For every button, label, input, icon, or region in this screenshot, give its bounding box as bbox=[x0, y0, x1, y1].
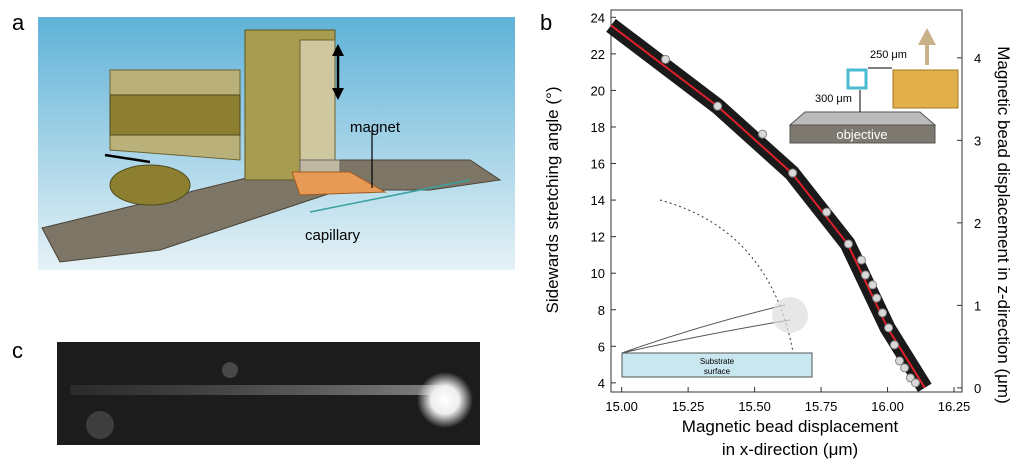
force-arrow bbox=[918, 28, 936, 65]
annotation: 300 μm bbox=[815, 93, 852, 105]
data-point bbox=[759, 130, 767, 138]
data-point bbox=[869, 281, 877, 289]
data-point bbox=[714, 102, 722, 110]
y-tick-label: 4 bbox=[598, 376, 605, 391]
micrograph-feature bbox=[222, 362, 238, 378]
annotation: 250 μm bbox=[870, 49, 907, 61]
x-axis-title: Magnetic bead displacement bbox=[682, 417, 899, 436]
annotation: magnet bbox=[350, 119, 401, 136]
page: a magnet capillary c b 15.00 15.25 15.50 15… bbox=[0, 0, 1015, 472]
data-point bbox=[844, 240, 852, 248]
objective-shape bbox=[790, 112, 935, 125]
data-point bbox=[857, 256, 865, 264]
y-tick-label: 22 bbox=[591, 47, 605, 62]
data-point bbox=[901, 364, 909, 372]
data-point bbox=[890, 341, 898, 349]
y-tick-label: 8 bbox=[598, 303, 605, 318]
bead bbox=[772, 297, 808, 333]
y2-tick-label: 0 bbox=[974, 381, 981, 396]
micrograph-feature bbox=[70, 385, 440, 395]
y2-tick-label: 2 bbox=[974, 216, 981, 231]
y2-tick-label: 4 bbox=[974, 51, 981, 66]
panel-label: c bbox=[12, 338, 23, 363]
x-tick-label: 16.25 bbox=[938, 399, 971, 414]
y2-tick-label: 3 bbox=[974, 133, 981, 148]
annotation: Substrate bbox=[700, 357, 735, 366]
y-tick-label: 6 bbox=[598, 339, 605, 354]
trace-band bbox=[611, 25, 925, 387]
x-tick-label: 15.25 bbox=[672, 399, 705, 414]
data-point bbox=[885, 324, 893, 332]
cantilever bbox=[622, 305, 790, 353]
x-tick-label: 15.00 bbox=[605, 399, 638, 414]
data-point bbox=[823, 208, 831, 216]
y-tick-label: 24 bbox=[591, 10, 605, 25]
data-point bbox=[662, 55, 670, 63]
y-tick-label: 12 bbox=[591, 230, 605, 245]
y-tick-label: 20 bbox=[591, 83, 605, 98]
micrograph-feature bbox=[417, 372, 473, 428]
annotation: capillary bbox=[305, 227, 361, 244]
x-tick-label: 15.50 bbox=[738, 399, 771, 414]
micrograph-feature bbox=[86, 411, 114, 439]
data-point bbox=[873, 294, 881, 302]
y-tick-label: 14 bbox=[591, 193, 605, 208]
y-tick-label: 18 bbox=[591, 120, 605, 135]
y-tick-label: 10 bbox=[591, 266, 605, 281]
panel-label: a bbox=[12, 10, 25, 35]
x-axis-title: in x-direction (μm) bbox=[722, 440, 858, 459]
y2-axis-title: Magnetic bead displacement in z-directio… bbox=[994, 46, 1013, 404]
x-tick-label: 15.75 bbox=[805, 399, 838, 414]
y-tick-label: 16 bbox=[591, 157, 605, 172]
annotation: surface bbox=[704, 367, 731, 376]
annotation: objective bbox=[836, 127, 887, 142]
data-point bbox=[911, 379, 919, 387]
bead-marker bbox=[848, 70, 866, 88]
fit-line bbox=[611, 25, 925, 387]
y-axis-title: Sidewards stretching angle (°) bbox=[543, 87, 562, 314]
cantilever-arc bbox=[660, 200, 793, 352]
data-point bbox=[789, 169, 797, 177]
data-point bbox=[896, 357, 904, 365]
x-tick-label: 16.00 bbox=[871, 399, 904, 414]
y2-tick-label: 1 bbox=[974, 298, 981, 313]
figure: a magnet capillary c b 15.00 15.25 15.50 15… bbox=[0, 0, 1015, 467]
data-point bbox=[861, 271, 869, 279]
panel-label: b bbox=[540, 10, 552, 35]
data-point bbox=[878, 309, 886, 317]
magnet-shape bbox=[893, 70, 958, 108]
